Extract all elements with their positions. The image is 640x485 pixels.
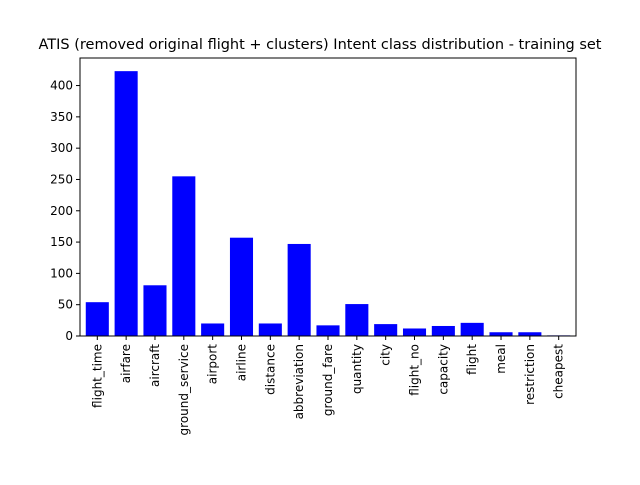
chart-title: ATIS (removed original flight + clusters… (38, 37, 601, 53)
x-tick-label: city (379, 344, 393, 366)
bar-ground-service (172, 176, 196, 336)
x-tick-label: ground_service (177, 344, 191, 435)
x-tick-label: airfare (119, 344, 133, 383)
x-tick-label: abbreviation (292, 344, 306, 419)
x-tick-label: cheapest (552, 344, 566, 399)
x-tick-label: capacity (436, 344, 450, 395)
y-tick-label: 350 (50, 110, 73, 124)
y-tick-label: 300 (50, 141, 73, 155)
y-tick-label: 150 (50, 235, 73, 249)
y-tick-label: 100 (50, 266, 73, 280)
x-tick-label: quantity (350, 344, 364, 394)
y-tick-label: 200 (50, 204, 73, 218)
x-tick-label: airline (234, 344, 248, 381)
bar-flight-time (85, 302, 109, 336)
bar-aircraft (143, 285, 167, 336)
x-tick-label: flight (465, 344, 479, 375)
y-tick-label: 400 (50, 79, 73, 93)
x-tick-label: airport (206, 344, 220, 385)
y-tick-label: 250 (50, 172, 73, 186)
bar-airport (201, 323, 225, 336)
bar-capacity (431, 325, 455, 336)
x-tick-label: meal (494, 344, 508, 374)
x-tick-label: flight_no (408, 344, 422, 396)
bar-distance (258, 323, 282, 336)
y-axis: 0 50 100 150 200 250 300 350 400 (50, 79, 80, 343)
x-tick-label: restriction (523, 344, 537, 405)
x-tick-label: flight_time (90, 344, 104, 408)
bar-ground-fare (316, 325, 340, 336)
bar-abbreviation (287, 243, 311, 336)
bar-city (374, 324, 398, 336)
y-tick-label: 50 (58, 298, 73, 312)
x-tick-label: distance (263, 344, 277, 395)
bars (85, 71, 571, 336)
bar-flight (460, 322, 484, 336)
x-axis: flight_time airfare aircraft ground_service… (90, 336, 566, 435)
plot-frame (79, 57, 577, 337)
x-tick-label: ground_fare (321, 344, 335, 416)
bar-airfare (114, 71, 138, 336)
bar-restriction (518, 332, 542, 336)
bar-meal (489, 332, 513, 336)
x-tick-label: aircraft (148, 344, 162, 387)
bar-quantity (345, 304, 369, 336)
bar-airline (229, 237, 254, 336)
y-tick-label: 0 (65, 329, 73, 343)
bar-flight-no (402, 328, 427, 336)
